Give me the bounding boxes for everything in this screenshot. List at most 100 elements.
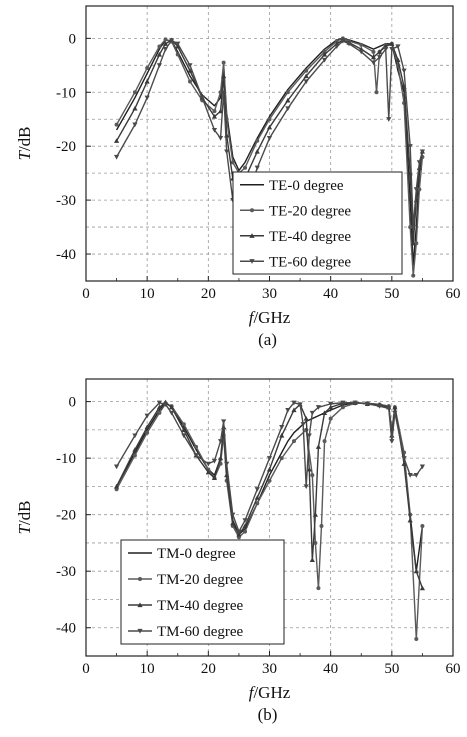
- series-point: [300, 422, 306, 427]
- series-point: [169, 404, 175, 410]
- series-1: [114, 36, 425, 278]
- series-point: [386, 117, 392, 122]
- series-point: [291, 439, 296, 444]
- series-point: [230, 520, 236, 526]
- series-point: [414, 637, 419, 642]
- legend-label: TE-0 degree: [269, 178, 344, 194]
- series-point: [392, 404, 398, 410]
- x-tick-label: 50: [384, 661, 399, 677]
- series-point: [303, 79, 309, 85]
- series-point: [221, 419, 227, 424]
- series-point: [187, 68, 193, 73]
- series-point: [205, 469, 211, 475]
- legend-box: [232, 171, 403, 275]
- series-point: [414, 241, 419, 246]
- series-point: [266, 124, 273, 130]
- series-point: [364, 401, 370, 407]
- series-point: [316, 586, 321, 591]
- series-point: [254, 148, 260, 154]
- series-point: [132, 105, 138, 111]
- series-point: [279, 424, 285, 430]
- chart-panel-b: 0 10 20 30 40 50 60 0 -10 -20 -30 -40 f/GHz T/dB (b) TM…: [15, 378, 461, 724]
- series-point: [313, 540, 318, 545]
- series-point: [267, 117, 272, 122]
- x-axis-label-var: f: [249, 308, 256, 327]
- series-point: [322, 439, 327, 444]
- series-point: [212, 109, 217, 114]
- series-point: [407, 473, 413, 478]
- series-point: [175, 52, 180, 57]
- series-point: [267, 478, 272, 483]
- series-point: [254, 165, 260, 171]
- series-point: [374, 90, 379, 95]
- series-point: [306, 466, 312, 472]
- series-point: [132, 122, 138, 128]
- chart-panel-a: 0 10 20 30 40 50 60 0 -10 -20 -30 -40 f/GHz T/dB (a) TE…: [15, 5, 461, 349]
- series-point: [309, 557, 315, 562]
- x-axis-label-unit: /GHz: [253, 683, 290, 702]
- series-point: [417, 187, 422, 192]
- series-point: [370, 60, 377, 66]
- series-point: [230, 512, 236, 518]
- y-tick-label: -20: [56, 508, 76, 524]
- series-point: [211, 458, 218, 464]
- series-point: [217, 136, 224, 141]
- y-tick-label: -20: [56, 139, 76, 155]
- series-point: [163, 37, 168, 42]
- series-point: [416, 160, 422, 165]
- series-point: [114, 122, 119, 127]
- series-point: [377, 49, 383, 54]
- series-point: [224, 149, 230, 155]
- legend-label: TE-20 degree: [269, 203, 351, 219]
- series-point: [243, 529, 248, 534]
- y-tick-label: -30: [56, 193, 76, 209]
- series-point: [401, 461, 407, 466]
- series-point: [144, 413, 150, 419]
- series-point: [383, 47, 389, 52]
- series-point: [156, 51, 162, 57]
- y-tick-label: -30: [56, 564, 76, 580]
- series-point: [162, 47, 169, 52]
- x-tick-label: 40: [323, 661, 338, 677]
- series-point: [303, 415, 309, 421]
- y-axis-label-var: T: [15, 150, 34, 161]
- series-point: [304, 68, 309, 73]
- series-point: [285, 408, 291, 413]
- series-point: [132, 433, 138, 439]
- legend-label: TM-60 degree: [157, 624, 244, 640]
- y-axis-label: T/dB: [15, 500, 34, 534]
- series-point: [169, 410, 175, 416]
- series-point: [230, 160, 235, 165]
- x-tick-label: 20: [201, 661, 216, 677]
- series-point: [386, 406, 392, 411]
- series-point: [410, 224, 416, 230]
- series-point: [236, 529, 242, 535]
- series-point: [266, 466, 273, 472]
- series-point: [156, 404, 162, 410]
- series-point: [285, 106, 291, 112]
- series-point: [194, 444, 199, 449]
- series-point: [169, 38, 175, 44]
- series-point: [132, 90, 137, 95]
- series-point: [395, 57, 401, 63]
- series-point: [334, 39, 339, 44]
- series-point: [255, 138, 260, 143]
- legend-marker: [137, 628, 143, 634]
- series-point: [340, 400, 346, 406]
- series-point: [181, 422, 186, 427]
- panel-label: (a): [258, 330, 277, 349]
- series-point: [392, 410, 398, 416]
- legend: TM-0 degree TM-20 degree TM-40 degree TM-60…: [120, 539, 285, 645]
- series-point: [144, 424, 150, 430]
- series-point: [334, 44, 340, 50]
- series-point: [221, 60, 226, 65]
- x-axis-label: f/GHz: [249, 683, 291, 702]
- legend: TE-0 degree TE-20 degree TE-40 degree TE-60…: [232, 171, 403, 275]
- series-point: [211, 113, 218, 119]
- series-point: [312, 512, 318, 517]
- legend-label: TM-40 degree: [157, 598, 244, 614]
- series-point: [266, 456, 273, 461]
- x-tick-label: 10: [140, 661, 155, 677]
- series-point: [145, 66, 150, 71]
- series-point: [297, 402, 303, 408]
